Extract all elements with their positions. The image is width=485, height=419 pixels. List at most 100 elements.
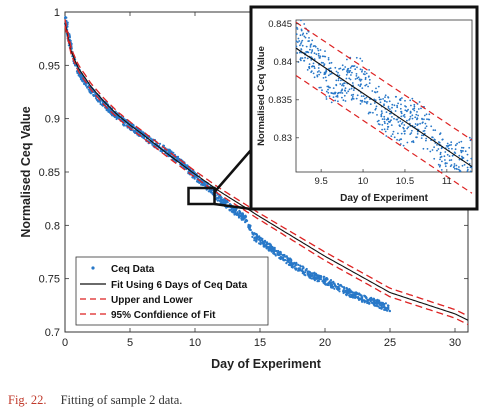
data-point: [226, 201, 229, 204]
inset-data-point: [364, 76, 367, 79]
data-point: [352, 293, 355, 297]
inset-data-point: [321, 89, 323, 92]
inset-data-point: [399, 107, 402, 110]
inset-data-point: [357, 84, 360, 86]
inset-data-point: [443, 155, 446, 158]
inset-upper-bound: [295, 21, 473, 141]
inset-data-point: [434, 139, 436, 141]
data-point: [345, 294, 348, 297]
inset-data-point: [403, 132, 406, 135]
data-point: [337, 286, 340, 289]
inset-data-point: [411, 117, 414, 120]
inset-data-point: [461, 150, 463, 152]
x-tick-label: 5: [127, 337, 133, 349]
data-point: [319, 278, 323, 281]
inset-data-point: [313, 76, 316, 79]
inset-data-point: [391, 106, 393, 109]
inset-data-point: [338, 74, 341, 77]
data-point: [291, 265, 294, 268]
data-point: [172, 151, 175, 154]
inset-data-point: [337, 92, 339, 95]
inset-data-point: [428, 118, 431, 121]
legend-label-upper-lower: Upper and Lower: [111, 295, 193, 306]
inset-data-point: [334, 91, 337, 94]
inset-data-point: [378, 123, 381, 126]
inset-data-point: [347, 90, 350, 93]
inset-data-point: [381, 124, 384, 126]
inset-data-point: [404, 109, 407, 112]
data-point: [240, 217, 243, 220]
data-point: [329, 279, 333, 282]
inset-data-point: [315, 53, 318, 56]
data-point: [345, 292, 348, 295]
inset-data-point: [399, 138, 402, 141]
inset-data-point: [453, 165, 456, 167]
inset-data-point: [306, 57, 309, 60]
inset-data-point: [368, 78, 371, 81]
inset-data-point: [470, 157, 473, 160]
inset-data-point: [450, 144, 452, 146]
inset-data-point: [349, 78, 352, 81]
inset-data-point: [377, 119, 380, 122]
inset-data-point: [319, 71, 322, 74]
inset-data-point: [359, 103, 362, 105]
inset-data-point: [314, 45, 317, 48]
data-point: [217, 195, 221, 198]
inset-data-point: [446, 153, 449, 156]
inset-data-point: [402, 144, 405, 147]
inset-data-point: [390, 135, 393, 138]
data-point: [356, 293, 359, 296]
inset-data-point: [387, 105, 390, 108]
inset-data-point: [325, 90, 328, 93]
inset-data-point: [455, 167, 458, 170]
data-point: [133, 130, 136, 133]
data-point: [235, 213, 238, 216]
data-point: [244, 214, 247, 217]
inset-data-point: [312, 62, 315, 65]
inset-data-point: [384, 100, 386, 103]
data-point: [361, 296, 364, 299]
inset-data-point: [423, 114, 426, 117]
inset-data-point: [305, 32, 308, 35]
data-point: [288, 257, 292, 260]
data-point: [315, 272, 318, 275]
inset-data-point: [416, 130, 419, 133]
inset-data-point: [364, 70, 366, 73]
data-point: [300, 269, 303, 272]
data-point: [248, 226, 251, 230]
data-point: [259, 243, 262, 246]
data-point: [203, 183, 206, 186]
inset-data-point: [382, 98, 384, 100]
inset-data-point: [386, 118, 389, 120]
data-point: [316, 276, 319, 279]
inset-data-point: [307, 51, 310, 54]
inset-data-point: [351, 97, 354, 100]
data-point: [238, 212, 241, 215]
inset-data-point: [296, 28, 299, 30]
inset-data-point: [343, 89, 346, 92]
inset-data-point: [394, 110, 397, 112]
inset-data-point: [355, 73, 358, 75]
inset-data-point: [310, 43, 313, 45]
inset-data-point: [318, 70, 320, 72]
data-point: [263, 242, 266, 245]
inset-data-point: [375, 87, 377, 90]
inset-data-point: [325, 70, 327, 73]
inset-data-point: [450, 164, 453, 166]
inset-data-point: [296, 41, 299, 43]
inset-data-point: [329, 67, 332, 70]
inset-data-point: [416, 133, 419, 135]
inset-data-point: [468, 136, 471, 139]
zoom-box: [187, 186, 216, 206]
data-point: [323, 281, 326, 284]
data-point: [330, 281, 333, 284]
data-point: [254, 239, 257, 242]
y-tick-label: 0.9: [45, 114, 60, 126]
inset-data-point: [390, 119, 392, 122]
x-tick-label: 10: [189, 337, 201, 349]
inset-data-point: [409, 115, 412, 118]
inset-data-point: [339, 83, 342, 85]
inset-data-point: [448, 155, 451, 158]
data-point: [259, 236, 262, 239]
data-point: [352, 295, 355, 298]
